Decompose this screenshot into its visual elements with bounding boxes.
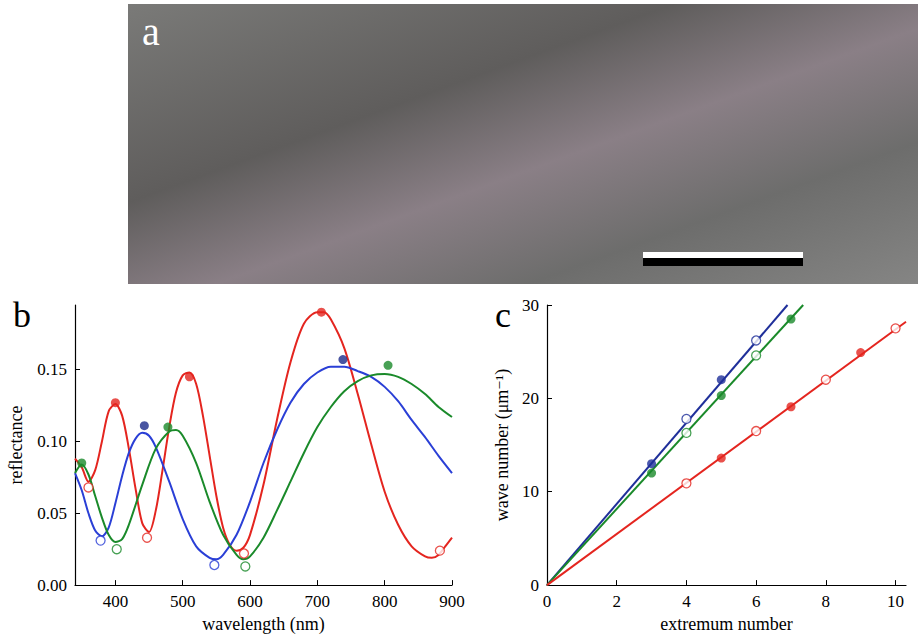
svg-text:reflectance: reflectance bbox=[6, 406, 26, 485]
svg-text:0: 0 bbox=[531, 576, 540, 595]
svg-text:400: 400 bbox=[103, 592, 129, 611]
svg-text:600: 600 bbox=[237, 592, 263, 611]
svg-text:0: 0 bbox=[543, 592, 552, 611]
svg-text:0.05: 0.05 bbox=[37, 504, 67, 523]
svg-text:0.00: 0.00 bbox=[37, 576, 67, 595]
svg-text:0.10: 0.10 bbox=[37, 432, 67, 451]
svg-text:4: 4 bbox=[682, 592, 691, 611]
svg-text:800: 800 bbox=[372, 592, 398, 611]
svg-text:extremum number: extremum number bbox=[660, 614, 792, 634]
svg-text:2: 2 bbox=[612, 592, 621, 611]
svg-text:10: 10 bbox=[522, 482, 539, 501]
html-text:a: a bbox=[142, 9, 160, 54]
svg-text:30: 30 bbox=[522, 296, 539, 315]
svg-text:0.15: 0.15 bbox=[37, 360, 67, 379]
svg-text:500: 500 bbox=[170, 592, 196, 611]
svg-text:6: 6 bbox=[752, 592, 761, 611]
svg-text:10: 10 bbox=[887, 592, 904, 611]
svg-text:20: 20 bbox=[522, 389, 539, 408]
svg-text:wavelength (nm): wavelength (nm) bbox=[202, 614, 324, 635]
svg-text:8: 8 bbox=[822, 592, 831, 611]
svg-text:c: c bbox=[495, 295, 511, 335]
svg-text:wave number (μm⁻¹): wave number (μm⁻¹) bbox=[492, 369, 513, 522]
svg-text:900: 900 bbox=[439, 592, 465, 611]
svg-text:700: 700 bbox=[305, 592, 331, 611]
svg-text:b: b bbox=[13, 295, 31, 335]
